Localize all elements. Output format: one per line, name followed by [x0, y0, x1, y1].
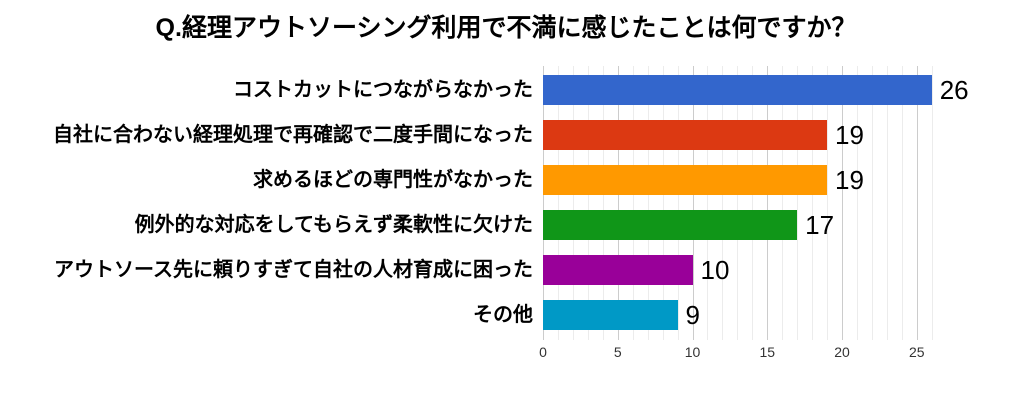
gridline-minor: [752, 66, 754, 340]
value-label: 17: [805, 210, 835, 240]
bar[interactable]: [543, 300, 678, 330]
gridline-minor: [602, 66, 604, 340]
gridline-major: [692, 66, 694, 340]
value-label: 19: [835, 120, 864, 150]
gridline-minor: [931, 66, 933, 340]
bar[interactable]: [543, 165, 828, 195]
x-tick-label: 0: [539, 344, 547, 360]
gridline-minor: [722, 66, 724, 340]
gridline-minor: [812, 66, 814, 340]
gridline-minor: [647, 66, 649, 340]
gridline-minor: [901, 66, 903, 340]
gridline-minor: [886, 66, 888, 340]
value-label: 10: [700, 255, 730, 285]
category-label: 自社に合わない経理処理で再確認で二度手間になった: [53, 124, 533, 146]
bar[interactable]: [543, 210, 798, 240]
gridline-minor: [572, 66, 574, 340]
gridline-minor: [782, 66, 784, 340]
bar[interactable]: [543, 75, 932, 105]
gridline-minor: [677, 66, 679, 340]
value-label: 26: [939, 75, 969, 105]
value-label: 9: [685, 300, 701, 330]
category-label: コストカットにつながらなかった: [233, 79, 533, 101]
gridline-major: [617, 66, 619, 340]
category-label: 例外的な対応をしてもらえず柔軟性に欠けた: [134, 214, 533, 236]
gridline-major: [916, 66, 918, 340]
gridline-major: [767, 66, 769, 340]
x-tick-label: 5: [613, 344, 622, 360]
gridline-minor: [587, 66, 589, 340]
gridline-minor: [707, 66, 709, 340]
gridline-minor: [737, 66, 739, 340]
category-label: 求めるほどの専門性がなかった: [253, 169, 533, 191]
x-tick-label: 15: [759, 344, 776, 360]
gridline-minor: [662, 66, 664, 340]
x-tick-label: 25: [908, 344, 925, 360]
gridline-minor: [827, 66, 829, 340]
gridline-minor: [871, 66, 873, 340]
value-label: 19: [835, 165, 864, 195]
gridline-major: [543, 66, 544, 340]
category-label: その他: [473, 304, 533, 326]
gridline-minor: [632, 66, 634, 340]
category-label: アウトソース先に頼りすぎて自社の人材育成に困った: [54, 259, 533, 281]
gridline-minor: [557, 66, 559, 340]
chart-title: Q.経理アウトソーシング利用で不満に感じたことは何ですか？: [155, 14, 857, 42]
gridline-minor: [856, 66, 858, 340]
bar[interactable]: [543, 255, 693, 285]
bar[interactable]: [543, 120, 828, 150]
x-tick-label: 10: [684, 344, 701, 360]
gridline-minor: [797, 66, 799, 340]
gridline-major: [842, 66, 843, 340]
x-tick-label: 20: [834, 344, 850, 360]
